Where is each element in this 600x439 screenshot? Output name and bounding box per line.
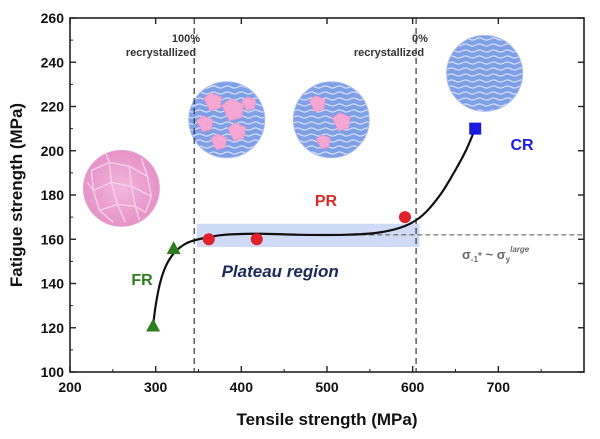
y-tick-label-200: 200 <box>41 143 65 159</box>
x-axis-title: Tensile strength (MPa) <box>236 410 417 429</box>
cr-point-1 <box>469 122 482 135</box>
pr-point-3 <box>398 211 411 224</box>
x-tick-label-600: 600 <box>401 379 425 395</box>
plateau-label: Plateau region <box>222 262 339 281</box>
partially-recrystallized-grains-sparse-icon <box>292 81 370 159</box>
x-tick-label-500: 500 <box>315 379 339 395</box>
vline-label-1b: recrystallized <box>126 47 196 59</box>
data-markers <box>146 122 482 332</box>
axis-ticks: 200 300 400 500 600 700 100 120 140 160 180 200 220 2… <box>41 10 584 395</box>
y-axis-title: Fatigue strength (MPa) <box>7 103 26 287</box>
fully-recrystallized-grains-icon <box>82 149 160 227</box>
y-tick-label-220: 220 <box>41 99 65 115</box>
vline-label-1a: 100% <box>172 33 200 45</box>
recrystallization-boundaries <box>193 18 417 372</box>
y-tick-label-180: 180 <box>41 187 65 203</box>
microstructure-icons <box>82 34 524 227</box>
trend-curve <box>152 128 477 326</box>
fr-label: FR <box>131 272 153 289</box>
pr-label: PR <box>315 193 338 210</box>
vline-label-2b: recrystallized <box>354 47 424 59</box>
pr-point-1 <box>202 233 215 246</box>
x-tick-label-700: 700 <box>487 379 511 395</box>
partially-recrystallized-grains-icon <box>188 81 266 159</box>
y-tick-label-160: 160 <box>41 231 65 247</box>
y-tick-label-120: 120 <box>41 320 65 336</box>
fr-point-1 <box>146 318 161 332</box>
vline-label-2a: 0% <box>412 33 428 45</box>
x-tick-label-400: 400 <box>230 379 254 395</box>
x-tick-label-200: 200 <box>58 379 82 395</box>
cr-label: CR <box>510 137 534 154</box>
cold-rolled-lamellar-icon <box>446 34 524 112</box>
x-tick-label-300: 300 <box>144 379 168 395</box>
y-tick-label-140: 140 <box>41 276 65 292</box>
fr-point-2 <box>166 241 181 255</box>
y-tick-label-240: 240 <box>41 54 65 70</box>
reference-label: σ-1* ~ σylarge <box>462 245 530 264</box>
y-tick-label-260: 260 <box>41 10 65 26</box>
y-tick-label-100: 100 <box>41 364 65 380</box>
pr-point-2 <box>250 233 263 246</box>
